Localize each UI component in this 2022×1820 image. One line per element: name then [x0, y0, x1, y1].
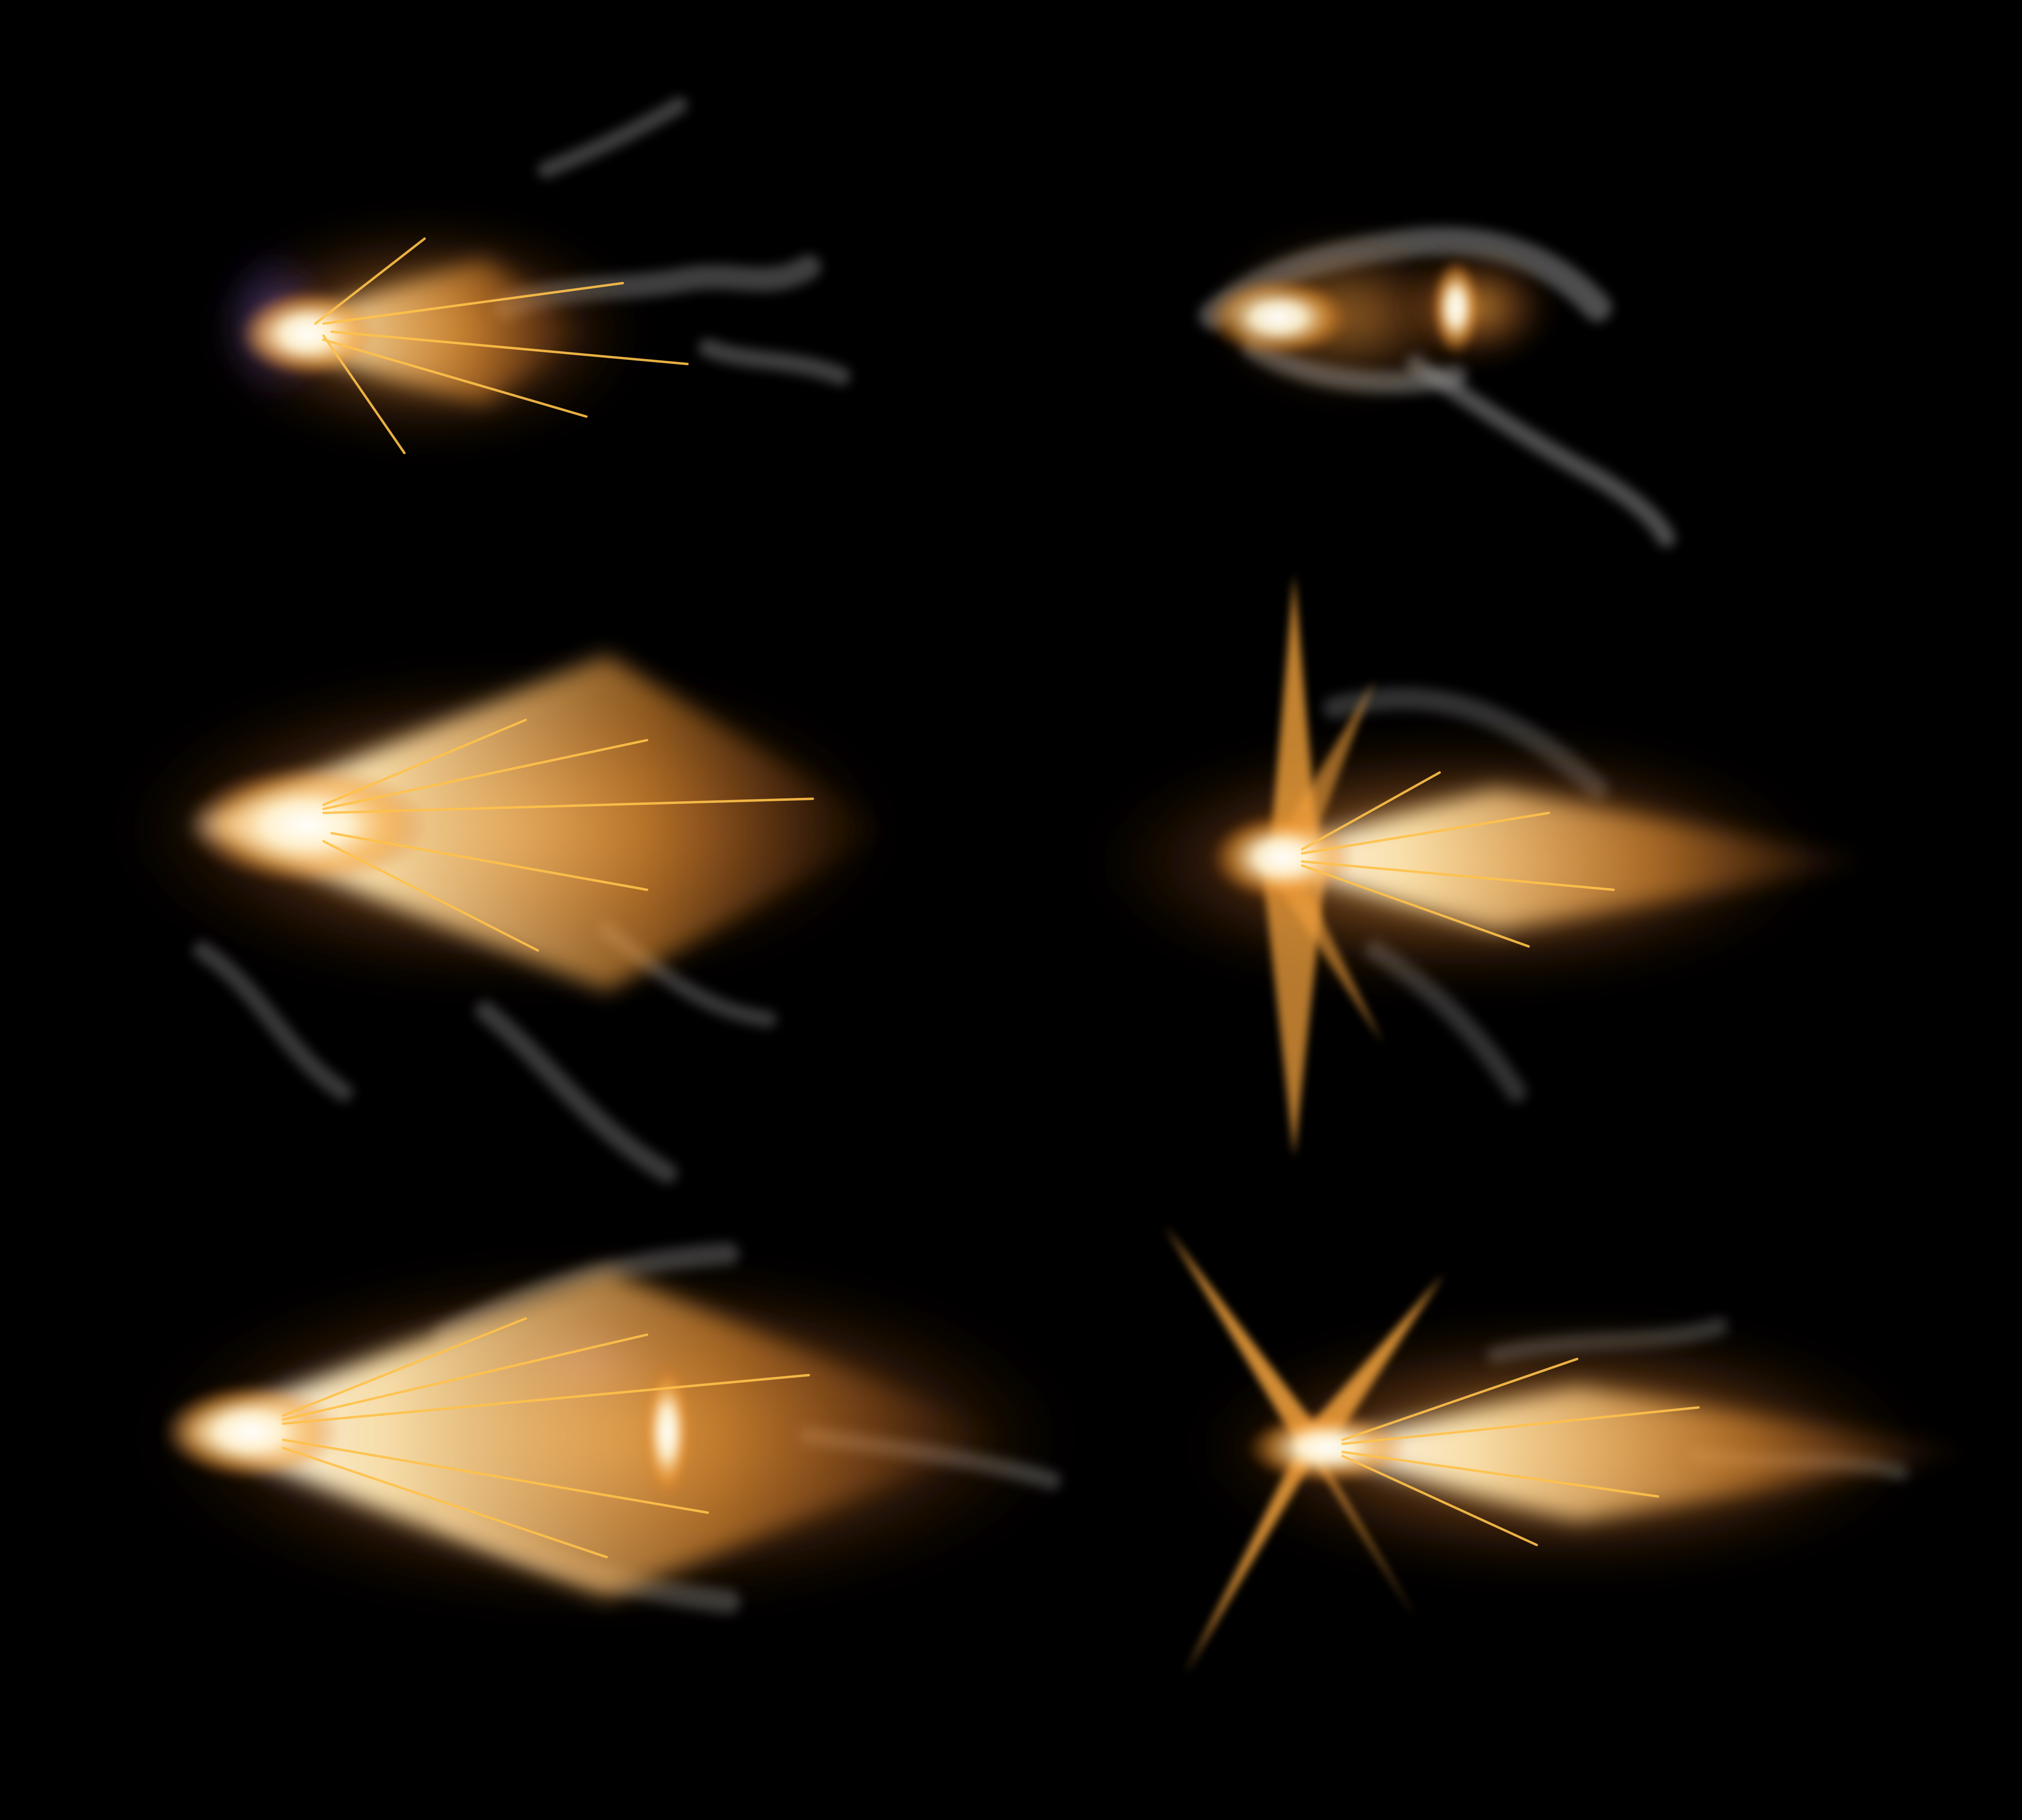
flash-2	[1199, 227, 1675, 547]
sparks	[322, 719, 814, 952]
cone	[1302, 1387, 1982, 1521]
bright-band	[643, 1363, 692, 1500]
flash-1	[214, 97, 850, 454]
x-ray-lower-left	[1185, 1444, 1322, 1674]
flash-5	[142, 1242, 1072, 1614]
diagonal-ray-down	[1270, 861, 1383, 1043]
core	[186, 764, 429, 886]
x-ray-lower-right	[1302, 1440, 1415, 1618]
sparks	[314, 237, 689, 454]
cone	[178, 1270, 1011, 1598]
sparks	[1301, 771, 1615, 948]
sparks	[1341, 1358, 1700, 1546]
cone	[251, 259, 586, 404]
cone	[194, 655, 890, 991]
vertical-ray-down	[1262, 861, 1326, 1157]
core	[1205, 277, 1351, 358]
core	[239, 289, 376, 378]
core	[1209, 813, 1355, 902]
puff-2-core	[1432, 259, 1480, 356]
flash-3	[121, 655, 890, 1183]
vertical-ray-up	[1270, 574, 1318, 853]
flash-4	[1092, 574, 1880, 1157]
core	[162, 1383, 340, 1480]
sparks	[282, 1317, 810, 1558]
flash-6	[1165, 1225, 1982, 1674]
x-ray-upper-left	[1165, 1225, 1326, 1452]
cone	[1246, 789, 1880, 930]
